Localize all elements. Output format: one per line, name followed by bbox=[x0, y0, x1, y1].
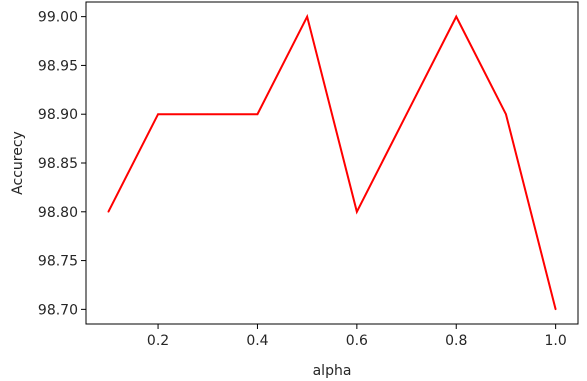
y-tick-label: 98.70 bbox=[38, 302, 78, 318]
data-point bbox=[554, 308, 557, 311]
y-tick-label: 99.00 bbox=[38, 10, 78, 26]
x-axis-ticks: 0.2 0.4 0.6 0.8 1.0 bbox=[147, 324, 567, 349]
series-group bbox=[107, 13, 557, 311]
data-point bbox=[455, 15, 458, 18]
x-tick-label: 0.2 bbox=[147, 333, 169, 349]
data-point bbox=[505, 113, 507, 116]
data-point bbox=[157, 113, 159, 116]
data-point bbox=[107, 210, 110, 213]
y-axis-ticks: 98.70 98.75 98.80 98.85 98.90 98.95 99.00 bbox=[38, 10, 86, 318]
x-axis-label: alpha bbox=[313, 363, 352, 379]
y-axis-label: Accurecy bbox=[10, 131, 26, 195]
x-tick-label: 0.8 bbox=[445, 333, 467, 349]
y-tick-label: 98.75 bbox=[38, 254, 78, 270]
data-point bbox=[356, 210, 358, 213]
x-tick-label: 1.0 bbox=[545, 333, 567, 349]
x-tick-label: 0.6 bbox=[346, 333, 368, 349]
data-point bbox=[206, 113, 209, 116]
y-tick-label: 98.85 bbox=[38, 156, 78, 172]
plot-frame bbox=[85, 1, 579, 325]
data-point bbox=[306, 15, 308, 18]
data-point bbox=[405, 113, 408, 116]
y-tick-label: 98.80 bbox=[38, 205, 78, 221]
y-tick-label: 98.95 bbox=[38, 58, 78, 74]
data-point bbox=[256, 113, 259, 116]
y-tick-label: 98.90 bbox=[38, 107, 78, 123]
x-tick-label: 0.4 bbox=[246, 333, 268, 349]
series-line bbox=[107, 13, 557, 310]
